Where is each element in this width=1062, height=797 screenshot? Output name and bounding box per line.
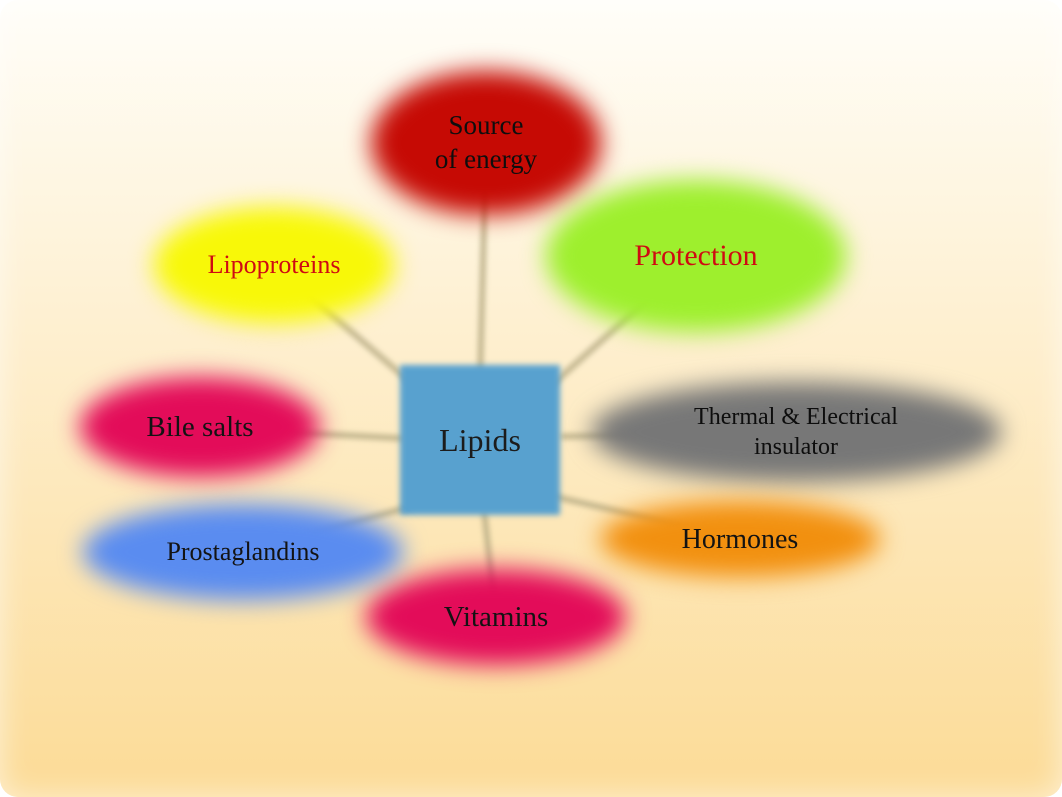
node-label-vitamins: Vitamins [366, 569, 626, 665]
diagram-canvas: LipidsSource of energyProtectionThermal … [0, 0, 1062, 797]
node-label-protection: Protection [546, 180, 846, 332]
node-label-prostaglandins: Prostaglandins [83, 504, 403, 600]
node-label-thermal-electrical: Thermal & Electrical insulator [591, 382, 1001, 482]
center-label: Lipids [400, 365, 560, 515]
node-label-lipoproteins: Lipoproteins [154, 207, 394, 323]
node-label-bile-salts: Bile salts [80, 377, 320, 477]
node-label-hormones: Hormones [600, 501, 880, 577]
